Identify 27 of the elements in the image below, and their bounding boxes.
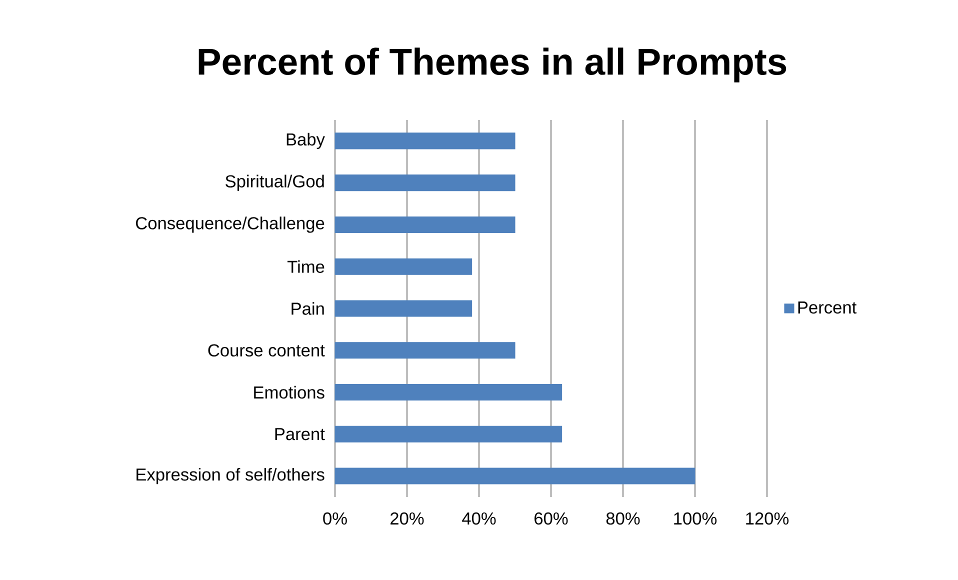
bar [334,174,516,192]
x-tick-label: 40% [462,512,496,525]
y-tick-label: Emotions [254,386,324,399]
bar [334,384,562,401]
y-tick-label: Spiritual/God [226,174,324,191]
x-tick-label: 80% [606,512,640,525]
x-tick-label: 120% [746,512,789,525]
bar [334,132,516,150]
bar [334,468,696,484]
y-tick-label: Expression of self/others [136,468,324,484]
x-tick-label: 0% [323,512,347,525]
y-tick-label: Course content [208,344,325,357]
x-tick-label: 100% [674,512,717,525]
legend-label: Percent [798,302,857,314]
y-tick-label: Parent [275,428,325,440]
y-tick-label: Pain [292,302,324,315]
y-tick-label: Time [287,260,324,273]
x-tick-label: 20% [390,512,424,525]
bar [334,300,472,317]
bar [334,258,472,275]
chart-title: Percent of Themes in all Prompts [198,48,786,82]
y-tick-label: Baby [286,132,325,150]
x-tick-label: 60% [534,512,568,525]
y-tick-label: Consequence/Challenge [136,216,324,233]
bar [334,426,562,442]
bar [334,216,516,233]
bar [334,342,516,359]
